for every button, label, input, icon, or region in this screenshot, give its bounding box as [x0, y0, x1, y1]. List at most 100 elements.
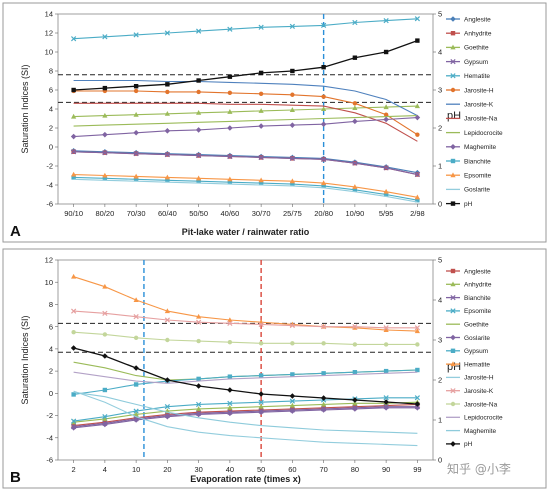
chart-b-point-jarosite-na	[71, 330, 76, 335]
chart-a-point-ph	[71, 87, 76, 93]
chart-b-x-tick-label: 30	[194, 465, 202, 474]
chart-a-legend-label: Jarosite-K	[464, 102, 494, 109]
chart-a-x-tick-label: 50/50	[189, 209, 208, 218]
chart-b-point-jarosite-k	[102, 310, 108, 316]
chart-a-x-tick-label: 10/90	[345, 209, 364, 218]
chart-a-line-jarosite-na	[73, 102, 418, 142]
chart-a-point-maghemite	[289, 122, 296, 128]
chart-b-legend-item-jarosite-h: Jarosite-H	[446, 375, 494, 382]
chart-a-y2-tick-label: 2	[438, 124, 442, 133]
chart-a-y-tick-label: 0	[49, 143, 53, 152]
chart-a-y-tick-label: 2	[49, 124, 53, 133]
chart-a-point-gypsum	[227, 153, 233, 160]
chart-a-point-goethite	[258, 108, 264, 113]
chart-a-line-goslarite	[73, 178, 418, 203]
chart-b-legend-swatch-marker	[450, 441, 456, 447]
chart-b-x-tick-label: 50	[257, 465, 265, 474]
chart-b-point-ph	[320, 395, 327, 401]
chart-a-point-jarosite-h	[258, 91, 264, 97]
chart-a-point-bianchite	[415, 198, 420, 203]
chart-a-legend-item-epsomite: Epsomite	[446, 172, 491, 180]
chart-b-x-tick-label: 70	[319, 465, 327, 474]
chart-a-y-tick-label: 14	[45, 10, 53, 19]
chart-b-point-epsomite	[164, 404, 170, 410]
chart-a-y-tick-label: 4	[49, 105, 53, 114]
chart-a-point-ph	[196, 78, 201, 83]
chart-a-legend-label: Jarosite-Na	[464, 116, 498, 123]
chart-a-x-tick-label: 20/80	[314, 209, 333, 218]
chart-a-point-epsomite	[133, 173, 139, 179]
chart-a-point-hematite	[196, 28, 202, 34]
chart-a-point-epsomite	[321, 180, 327, 186]
chart-a-legend-swatch-marker	[450, 87, 456, 93]
chart-a-point-goethite	[164, 110, 170, 116]
chart-a-point-ph	[133, 84, 139, 89]
chart-b-point-hematite	[133, 297, 139, 302]
chart-a-point-goethite	[133, 111, 139, 117]
chart-a-legend-label: Bianchite	[464, 158, 491, 165]
chart-a-point-jarosite-h	[196, 89, 201, 95]
chart-b-point-goslarite	[133, 417, 139, 423]
chart-a-point-hematite	[71, 36, 77, 42]
chart-a-point-hematite	[414, 16, 420, 22]
chart-b-legend-label: Goslarite	[464, 335, 490, 342]
chart-a-x-tick-label: 80/20	[95, 209, 114, 218]
chart-a-point-jarosite-h	[321, 94, 326, 99]
chart-b-point-ph	[258, 391, 264, 397]
chart-b-line-maghemite	[73, 391, 418, 434]
chart-a-point-gypsum	[383, 165, 389, 171]
chart-a-legend-item-anglesite: Anglesite	[446, 16, 491, 23]
chart-a-point-jarosite-h	[290, 92, 295, 97]
chart-a-point-ph	[415, 38, 420, 43]
chart-b-point-hematite	[227, 317, 233, 322]
chart-a-point-goethite	[383, 104, 389, 110]
chart-a-point-jarosite-h	[415, 132, 420, 137]
chart-a-point-hematite	[102, 34, 108, 40]
chart-b-point-goslarite	[195, 411, 202, 418]
chart-a-legend-label: Gypsum	[464, 59, 488, 66]
chart-a-point-jarosite-h	[352, 101, 358, 106]
chart-b-legend-label: pH	[464, 441, 473, 448]
chart-b-point-jarosite-k	[352, 324, 358, 330]
chart-b-point-gypsum	[290, 372, 295, 377]
chart-b-legend-label: Bianchite	[464, 295, 491, 302]
chart-a-y-tick-label: -6	[46, 200, 53, 209]
chart-a-point-gypsum	[321, 156, 327, 162]
chart-b-point-jarosite-na	[165, 337, 170, 343]
chart-a-legend-item-ph: pH	[446, 201, 473, 208]
chart-b-legend-swatch-marker	[450, 388, 456, 394]
chart-b-point-jarosite-k	[71, 308, 77, 314]
chart-b-point-gypsum	[227, 374, 233, 379]
chart-b-point-gypsum	[352, 370, 358, 375]
chart-a-point-epsomite	[71, 171, 77, 177]
chart-a-legend-item-hematite: Hematite	[446, 73, 490, 80]
chart-b-x-tick-label: 80	[351, 465, 359, 474]
chart-b-y-tick-label: -6	[46, 456, 53, 465]
chart-b-legend-item-bianchite: Bianchite	[446, 295, 491, 302]
chart-a-point-epsomite	[196, 175, 202, 181]
chart-a-point-bianchite	[383, 192, 389, 197]
chart-b-line-epsomite	[73, 397, 418, 422]
chart-b-legend: Anglesite Anhydrite Bianchite Epsomite Goeth…	[446, 268, 503, 448]
chart-b-point-goslarite	[289, 408, 296, 414]
chart-a-legend: Anglesite Anhydrite Goethite Gypsum Hematite…	[446, 16, 503, 208]
chart-a-point-goethite	[321, 106, 327, 111]
chart-a-point-maghemite	[133, 129, 139, 136]
chart-b-point-epsomite	[289, 398, 295, 404]
chart-a-point-epsomite	[227, 176, 233, 182]
chart-b-x-tick-label: 10	[132, 465, 140, 474]
chart-b-point-goslarite	[414, 404, 421, 411]
chart-a-point-bianchite	[352, 187, 358, 192]
chart-b-legend-label: Hematite	[464, 361, 490, 368]
chart-b-legend-label: Jarosite-K	[464, 388, 494, 395]
chart-b-point-hematite	[196, 313, 202, 319]
chart-a-point-ph	[165, 82, 170, 87]
chart-b-line-jarosite-h	[73, 390, 418, 447]
chart-b-point-jarosite-k	[258, 321, 264, 328]
chart-a-point-hematite	[227, 26, 233, 32]
chart-a-point-bianchite	[258, 180, 264, 186]
chart-b-point-epsomite	[414, 395, 420, 401]
chart-a-series-lepidocrocite	[73, 115, 418, 127]
